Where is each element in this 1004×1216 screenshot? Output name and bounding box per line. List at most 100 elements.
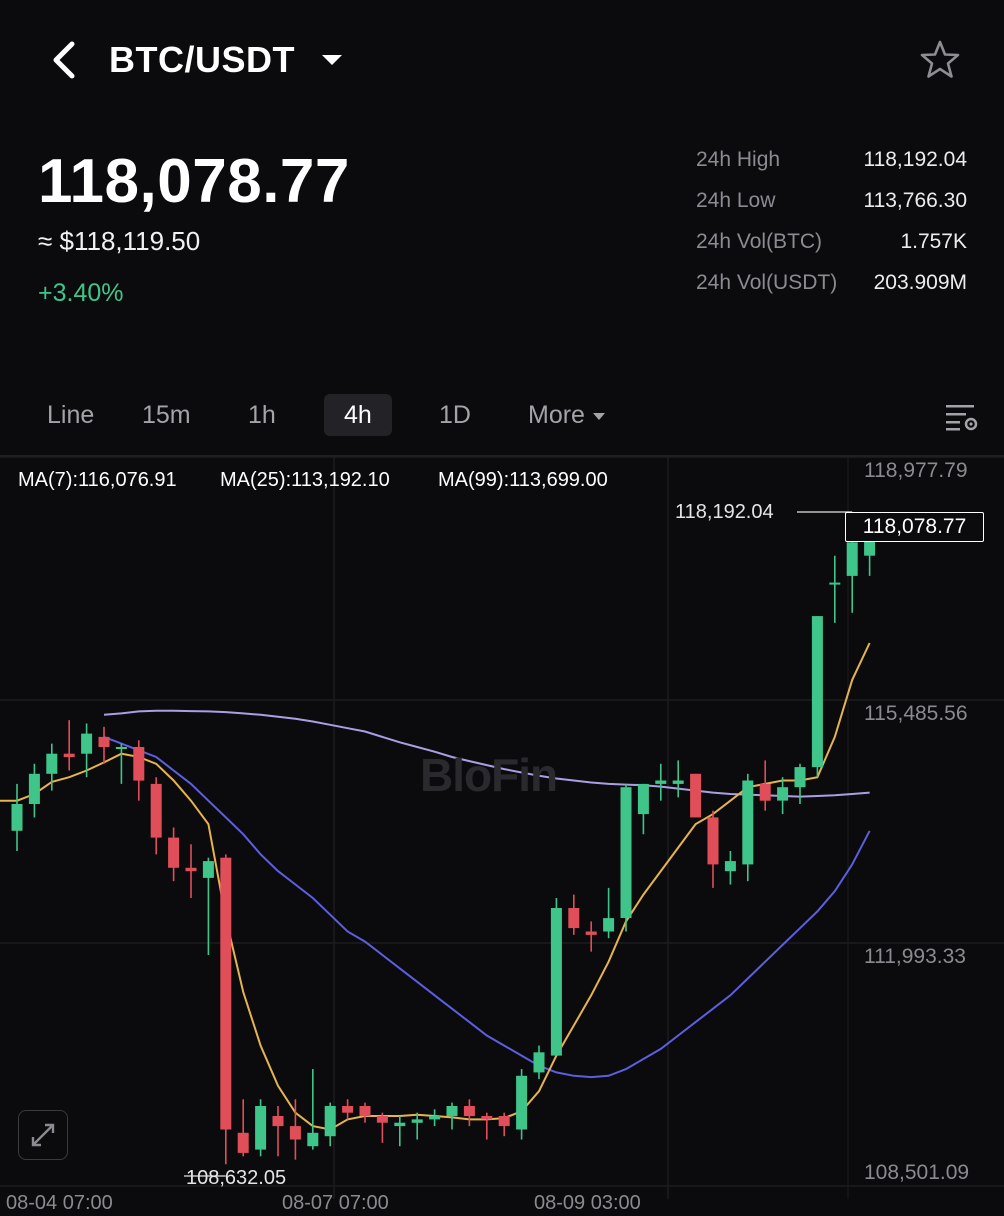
- tab-1d[interactable]: 1D: [439, 401, 471, 429]
- candle-up: [603, 887, 615, 939]
- candle-down: [690, 773, 702, 818]
- candle-up: [620, 783, 632, 932]
- usd-equivalent: ≈ $118,119.50: [38, 226, 201, 256]
- candle-down: [237, 1099, 249, 1157]
- candle-body: [463, 1106, 475, 1117]
- candle-body: [620, 787, 632, 918]
- candle-body: [603, 918, 615, 932]
- chart-settings-button[interactable]: [944, 402, 980, 432]
- candle-body: [115, 747, 127, 749]
- candle-body: [759, 783, 771, 801]
- candle-body: [811, 616, 823, 768]
- tab-more-label: More: [528, 401, 585, 429]
- ma99-line-group: [103, 709, 870, 798]
- tab-more[interactable]: More: [528, 394, 605, 436]
- stat-label-24h-high: 24h High: [696, 148, 781, 171]
- candle-up: [446, 1102, 458, 1130]
- favorite-button[interactable]: [916, 36, 964, 84]
- high-marker-label: 118,192.04: [675, 501, 774, 523]
- candle-body: [168, 837, 180, 868]
- candle-body: [429, 1116, 441, 1120]
- candle-up: [794, 763, 806, 805]
- candle-body: [46, 753, 58, 774]
- candle-up: [829, 555, 841, 623]
- x-axis-date-label: 08-07 07:00: [282, 1192, 389, 1214]
- candle-down: [481, 1112, 493, 1140]
- tab-15m[interactable]: 15m: [142, 401, 191, 429]
- chevron-left-icon: [53, 41, 75, 79]
- tabs-divider: [0, 455, 1004, 457]
- candle-up: [255, 1099, 267, 1157]
- y-axis-label: 108,501.09: [864, 1161, 970, 1184]
- candle-down: [272, 1105, 284, 1157]
- star-outline-icon: [920, 40, 960, 78]
- candles-group: [11, 522, 876, 1165]
- candle-body: [655, 780, 667, 784]
- ma25-line-group: [103, 735, 871, 1079]
- candle-body: [446, 1106, 458, 1117]
- candle-up: [655, 763, 667, 801]
- brand-watermark: BloFin: [420, 749, 558, 801]
- candle-up: [811, 616, 823, 778]
- candle-down: [463, 1099, 475, 1127]
- candle-down: [707, 810, 719, 888]
- expand-chart-button[interactable]: [18, 1110, 68, 1160]
- candle-body: [742, 780, 754, 865]
- stat-value-24h-vol-btc: 1.757K: [900, 230, 967, 253]
- back-button[interactable]: [44, 36, 88, 84]
- candle-down: [133, 740, 145, 801]
- candlestick-chart[interactable]: [0, 457, 1004, 1199]
- candle-down: [168, 827, 180, 882]
- candle-up: [394, 1116, 406, 1147]
- tab-line[interactable]: Line: [47, 401, 95, 429]
- candle-down: [150, 777, 162, 855]
- y-axis-label: 115,485.56: [864, 702, 968, 725]
- candle-up: [672, 760, 684, 798]
- candle-body: [342, 1106, 354, 1113]
- candle-body: [63, 753, 75, 758]
- candle-body: [98, 736, 110, 747]
- tab-4h[interactable]: 4h: [324, 394, 392, 436]
- price-change: +3.40%: [38, 279, 124, 307]
- candle-body: [150, 783, 162, 838]
- candle-up: [28, 763, 40, 818]
- stat-value-24h-vol-usdt: 203.909M: [873, 271, 967, 294]
- candle-up: [307, 1069, 319, 1150]
- candle-body: [550, 908, 562, 1056]
- pair-dropdown[interactable]: [318, 48, 346, 72]
- y-axis-label: 118,977.79: [864, 459, 968, 482]
- candle-down: [359, 1102, 371, 1123]
- candle-body: [376, 1116, 388, 1123]
- candle-body: [690, 773, 702, 818]
- candle-up: [637, 783, 649, 835]
- caret-down-icon: [592, 412, 605, 420]
- candle-down: [342, 1099, 354, 1120]
- candle-body: [324, 1106, 336, 1137]
- ma7-legend: MA(7):116,076.91: [18, 469, 177, 491]
- candle-up: [11, 783, 23, 851]
- candle-body: [359, 1106, 371, 1117]
- ma7-line: [0, 642, 871, 1131]
- last-price: 118,078.77: [38, 147, 350, 216]
- candle-body: [202, 861, 214, 878]
- tab-1h[interactable]: 1h: [248, 401, 276, 429]
- candle-body: [185, 867, 197, 872]
- candle-body: [585, 931, 597, 935]
- candle-up: [516, 1069, 528, 1140]
- candle-body: [28, 773, 40, 804]
- candle-body: [220, 857, 232, 1130]
- x-axis-date-label: 08-04 07:00: [6, 1192, 113, 1214]
- x-axis-date-label: 08-09 03:00: [534, 1192, 641, 1214]
- candle-body: [237, 1132, 249, 1153]
- candle-body: [516, 1075, 528, 1130]
- marker-lines: [184, 511, 853, 1177]
- stat-label-24h-vol-usdt: 24h Vol(USDT): [696, 271, 838, 294]
- pair-title[interactable]: BTC/USDT: [109, 39, 295, 80]
- y-axis-label: 111,993.33: [864, 945, 966, 968]
- candle-body: [707, 817, 719, 865]
- candle-down: [376, 1112, 388, 1143]
- ma7-line-group: [0, 642, 871, 1131]
- candle-up: [202, 857, 214, 955]
- caret-down-icon: [322, 55, 342, 65]
- stat-value-24h-high: 118,192.04: [863, 148, 967, 171]
